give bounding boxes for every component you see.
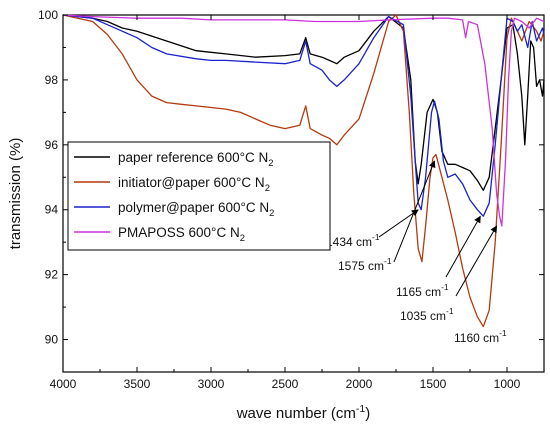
annotation-label-2-main: 1575 cm bbox=[338, 259, 384, 273]
x-axis-title-main: wave number (cm bbox=[236, 405, 356, 422]
y-axis-title: transmission (%) bbox=[7, 138, 24, 250]
legend-label-3-main: polymer@paper 600°C N bbox=[118, 200, 269, 215]
x-tick-label-2: 3500 bbox=[124, 377, 151, 391]
annotation-label-3-superscript: -1 bbox=[441, 282, 449, 292]
plot-frame bbox=[62, 14, 545, 373]
y-tick-label-4: 96 bbox=[45, 138, 59, 152]
y-tick-label-3: 94 bbox=[45, 203, 59, 217]
x-axis-title-superscript: -1 bbox=[356, 403, 365, 415]
x-tick-label-1: 4000 bbox=[50, 377, 77, 391]
annotation-arrow-1 bbox=[378, 209, 419, 238]
legend-label-4-main: PMAPOSS 600°C N bbox=[118, 225, 240, 240]
series-line-4 bbox=[62, 14, 545, 227]
annotation-label-3: 1165 cm-1 bbox=[396, 282, 449, 299]
legend-label-2: initiator@paper 600°C N2 bbox=[118, 175, 270, 194]
series-group bbox=[62, 14, 545, 328]
annotation-label-1-main: 1434 cm bbox=[326, 235, 372, 249]
y-tick-label-2: 92 bbox=[45, 268, 59, 282]
legend-label-4: PMAPOSS 600°C N2 bbox=[118, 225, 245, 244]
axes-group: 4000 3500 3000 2500 2000 1500 1000 90 92 94 96 98 10… bbox=[7, 8, 544, 422]
series-line-1 bbox=[62, 14, 545, 191]
annotation-arrow-3 bbox=[445, 215, 481, 278]
annotation-label-4: 1035 cm-1 bbox=[400, 306, 454, 323]
legend: paper reference 600°C N2initiator@paper … bbox=[67, 141, 331, 251]
y-tick-label-6: 100 bbox=[38, 8, 58, 22]
series-line-3 bbox=[62, 14, 545, 217]
legend-label-1-main: paper reference 600°C N bbox=[118, 150, 268, 165]
x-tick-label-3: 3000 bbox=[198, 377, 225, 391]
annotation-label-4-main: 1035 cm bbox=[400, 309, 446, 323]
legend-label-1: paper reference 600°C N2 bbox=[118, 150, 273, 169]
y-tick-label-5: 98 bbox=[45, 73, 59, 87]
annotation-label-2-superscript: -1 bbox=[384, 256, 392, 266]
legend-box bbox=[67, 141, 331, 251]
x-tick-label-7: 1000 bbox=[494, 377, 521, 391]
annotation-label-5-superscript: -1 bbox=[499, 328, 507, 338]
annotation-label-4-superscript: -1 bbox=[446, 306, 454, 316]
annotation-label-2: 1575 cm-1 bbox=[338, 256, 392, 273]
legend-label-4-subscript: 2 bbox=[240, 233, 245, 244]
annotation-label-5: 1160 cm-1 bbox=[454, 328, 507, 345]
annotation-label-5-main: 1160 cm bbox=[454, 331, 499, 345]
plot-area bbox=[62, 14, 545, 373]
legend-label-2-subscript: 2 bbox=[265, 183, 270, 194]
series-line-2 bbox=[62, 14, 545, 328]
x-axis-title-end: ) bbox=[365, 405, 370, 422]
annotation-label-3-main: 1165 cm bbox=[396, 285, 441, 299]
legend-label-3: polymer@paper 600°C N2 bbox=[118, 200, 274, 219]
annotation-label-1: 1434 cm-1 bbox=[326, 232, 380, 249]
x-tick-label-6: 1500 bbox=[420, 377, 447, 391]
legend-label-3-subscript: 2 bbox=[269, 208, 274, 219]
legend-label-1-subscript: 2 bbox=[268, 158, 273, 169]
legend-label-2-main: initiator@paper 600°C N bbox=[118, 175, 265, 190]
annotation-label-1-superscript: -1 bbox=[372, 232, 380, 242]
annotation-arrow-4 bbox=[455, 225, 498, 297]
annotation-arrow-2 bbox=[393, 160, 436, 263]
y-tick-label-1: 90 bbox=[45, 333, 59, 347]
x-axis-title: wave number (cm-1) bbox=[236, 403, 371, 422]
x-tick-label-5: 2000 bbox=[346, 377, 373, 391]
x-tick-label-4: 2500 bbox=[272, 377, 299, 391]
